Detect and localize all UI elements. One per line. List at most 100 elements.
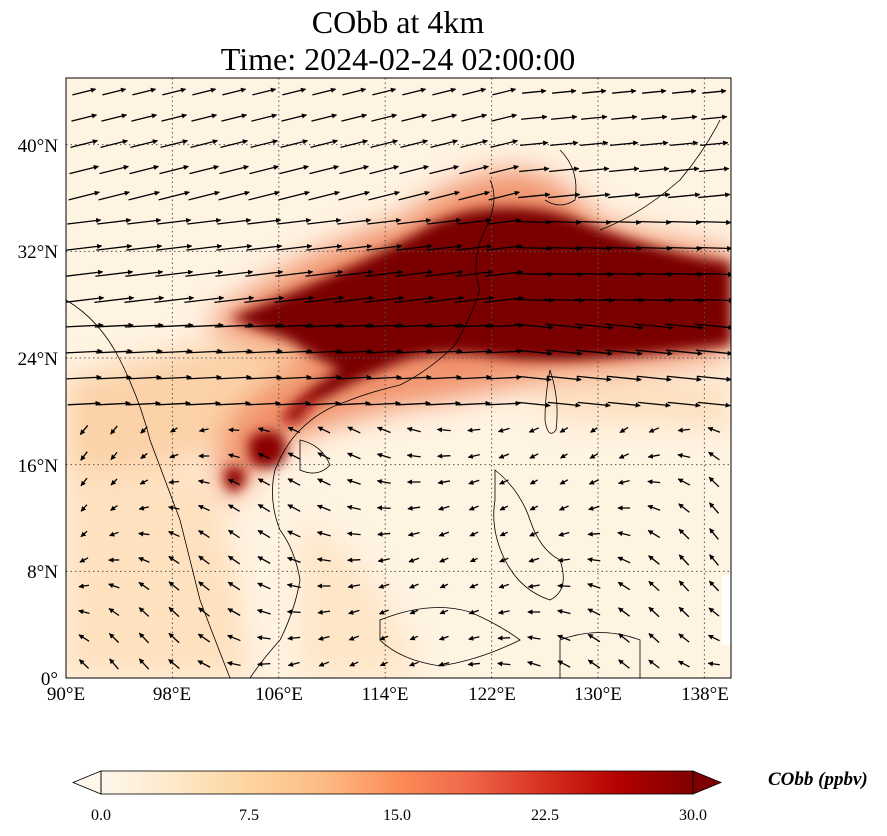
wind-arrow [369, 164, 399, 175]
wind-arrow [394, 322, 434, 328]
wind-arrow [198, 581, 210, 591]
wind-arrow [515, 349, 553, 356]
wind-arrow [101, 113, 128, 122]
wind-arrow [707, 634, 720, 642]
wind-arrow [666, 375, 702, 382]
wind-arrow [306, 243, 343, 251]
wind-arrow [379, 635, 389, 641]
co-field-dark [224, 207, 731, 492]
wind-arrow [317, 609, 331, 615]
wind-arrow [317, 452, 331, 460]
wind-arrow [247, 217, 282, 225]
wind-arrow [98, 190, 130, 201]
wind-arrow [274, 322, 314, 328]
wind-arrow [244, 295, 285, 304]
wind-arrow [407, 531, 420, 537]
wind-arrow [708, 502, 720, 514]
wind-arrow [574, 297, 615, 304]
wind-arrow [677, 427, 690, 433]
wind-arrow [671, 114, 698, 120]
wind-arrow [124, 295, 165, 304]
wind-arrow [249, 164, 279, 175]
wind-arrow [305, 269, 344, 277]
wind-arrow [547, 219, 582, 225]
wind-arrow [100, 139, 129, 149]
wind-arrow [642, 88, 667, 94]
map-panel [66, 78, 731, 678]
wind-arrow [317, 478, 331, 486]
co-field-light [66, 300, 731, 678]
wind-arrow [310, 139, 339, 149]
wind-arrow [217, 400, 251, 407]
wind-arrow [438, 661, 450, 667]
wind-arrow [69, 164, 99, 175]
wind-arrow [666, 245, 703, 251]
wind-arrow [491, 113, 518, 122]
wind-arrow [155, 269, 194, 277]
wind-arrow [378, 609, 389, 615]
wind-arrow [66, 295, 105, 303]
wind-arrow [227, 453, 240, 459]
wind-arrow [227, 555, 241, 565]
wind-arrow [184, 295, 225, 304]
wind-arrow [226, 661, 241, 667]
wind-arrow [647, 529, 661, 539]
wind-arrow [485, 269, 524, 277]
wind-arrow [214, 295, 255, 304]
wind-arrow [257, 452, 271, 460]
wind-arrow [587, 582, 601, 589]
colorbar-gradient [101, 771, 693, 794]
wind-arrow [154, 295, 195, 304]
wind-arrow [647, 453, 660, 459]
wind-arrow [286, 556, 301, 563]
wind-arrow [522, 88, 547, 94]
wind-arrow [110, 425, 118, 435]
wind-arrow [439, 583, 449, 589]
wind-arrow [529, 505, 539, 511]
wind-arrow [647, 504, 661, 511]
lat-tick-label: 40°N [18, 136, 59, 157]
wind-arrow [635, 271, 674, 278]
wind-arrow [124, 322, 164, 328]
wind-arrow [618, 607, 630, 617]
wind-arrow [168, 505, 180, 511]
wind-arrow [316, 530, 331, 537]
wind-arrow [578, 192, 611, 199]
wind-arrow [455, 348, 493, 354]
lat-tick-label: 16°N [18, 456, 59, 477]
wind-arrow [486, 374, 522, 380]
wind-arrow [132, 87, 157, 96]
wind-arrow [287, 478, 301, 486]
wind-arrow [365, 348, 403, 354]
wind-arrow [497, 609, 510, 615]
wind-arrow [168, 479, 180, 485]
wind-arrow [581, 114, 608, 120]
wind-arrow [469, 531, 479, 537]
wind-arrow [407, 505, 421, 511]
wind-arrow [468, 635, 480, 641]
wind-arrow [617, 581, 631, 591]
wind-arrow [139, 479, 149, 485]
wind-arrow [467, 453, 480, 459]
wind-arrow [250, 139, 279, 149]
wind-arrow [588, 505, 600, 511]
wind-arrow [401, 113, 428, 122]
wind-arrow [227, 581, 241, 591]
colorbar-tick-label: 15.0 [383, 807, 411, 824]
wind-arrow [610, 140, 639, 147]
wind-arrow [665, 349, 703, 356]
wind-arrow [305, 348, 343, 354]
wind-arrow [244, 322, 284, 328]
wind-arrow [287, 426, 301, 434]
wind-arrow [346, 478, 361, 485]
wind-arrow [159, 164, 189, 175]
wind-arrow [557, 583, 571, 589]
wind-arrow [529, 531, 539, 537]
wind-arrow [469, 557, 478, 563]
wind-arrow [214, 322, 254, 328]
wind-arrow [97, 217, 132, 225]
wind-arrow [546, 245, 583, 251]
wind-arrow [191, 113, 218, 122]
wind-arrow [552, 88, 577, 94]
wind-arrow [558, 531, 570, 537]
